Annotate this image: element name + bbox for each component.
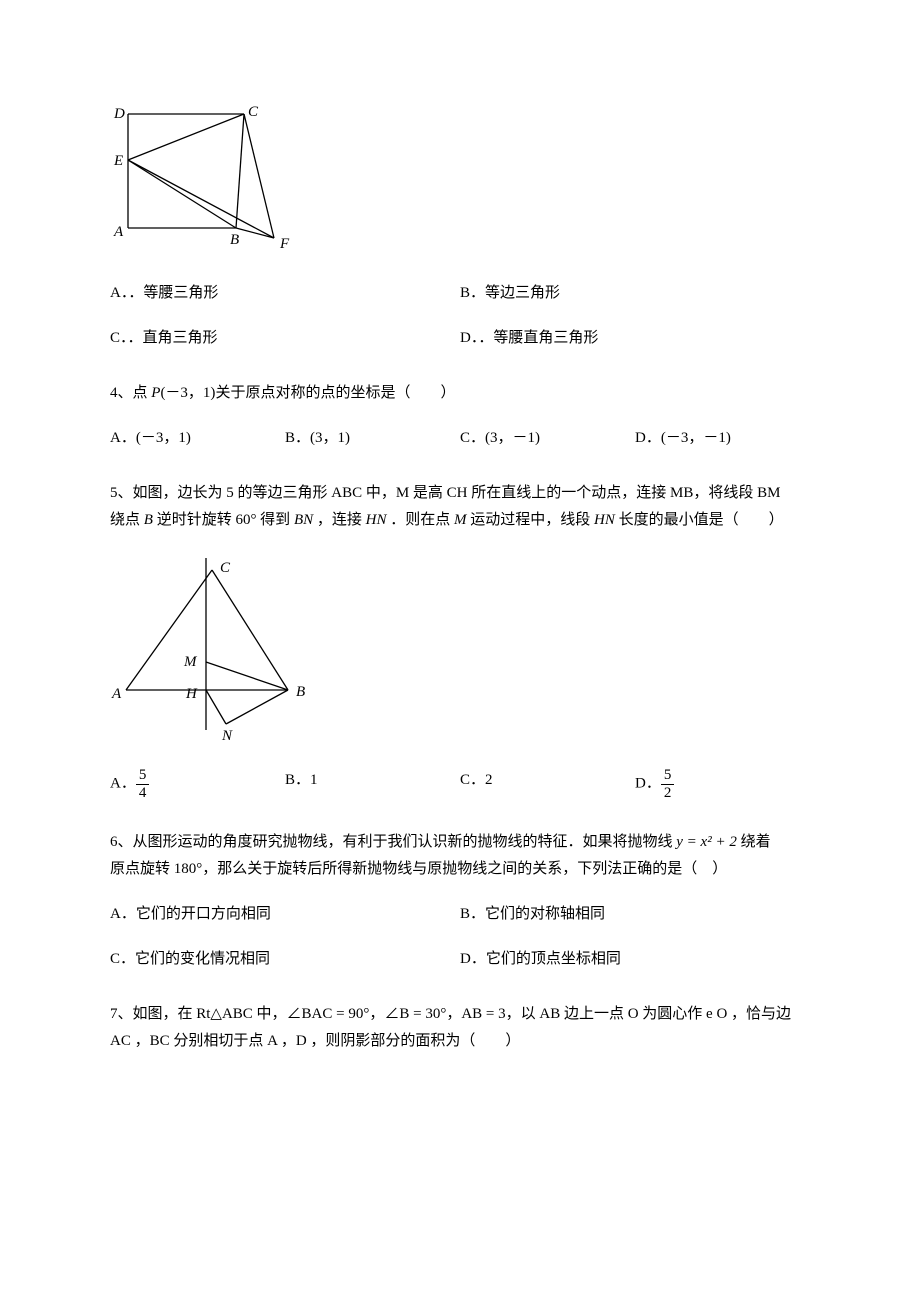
q5-l2-m2: ，连接 (313, 512, 366, 528)
q4-option-c: C．(3，－1) (460, 425, 635, 452)
q6-formula: y = x² + 2 (676, 834, 737, 850)
q5-l2-hn: HN (366, 512, 387, 528)
q5-svg: C A B HM N (110, 552, 310, 747)
svg-text:M: M (183, 654, 198, 670)
q5-a-num: 5 (136, 767, 150, 785)
svg-text:H: H (185, 686, 198, 702)
q6-option-c: C．它们的变化情况相同 (110, 946, 460, 973)
q5-d-den: 2 (661, 785, 675, 802)
q5-diagram: C A B HM N (110, 552, 810, 747)
svg-text:A: A (111, 686, 122, 702)
q6-line1: 6、从图形运动的角度研究抛物线，有利于我们认识新的抛物线的特征．如果将抛物线 y… (110, 829, 810, 856)
q4-block: 4、点 P(－3，1)关于原点对称的点的坐标是（ ） A．(－3，1) B．(3… (110, 380, 810, 452)
q3-option-a: A．．等腰三角形 (110, 280, 460, 307)
q6-option-d: D．它们的顶点坐标相同 (460, 946, 810, 973)
q7-block: 7、如图，在 Rt△ABC 中，∠BAC = 90°，∠B = 30°，AB =… (110, 1001, 810, 1055)
q4-stem: 4、点 P(－3，1)关于原点对称的点的坐标是（ ） (110, 380, 810, 407)
q7-stem: 7、如图，在 Rt△ABC 中，∠BAC = 90°，∠B = 30°，AB =… (110, 1001, 810, 1055)
q7-line2: AC ，BC 分别相切于点 A ，D ，则阴影部分的面积为（ ） (110, 1028, 810, 1055)
q5-l2-pre: 绕点 (110, 512, 144, 528)
q4-coords: (－3，1) (160, 385, 215, 401)
q6-line2: 原点旋转 180°，那么关于旋转后所得新抛物线与原抛物线之间的关系，下列法正确的… (110, 856, 810, 883)
q6-block: 6、从图形运动的角度研究抛物线，有利于我们认识新的抛物线的特征．如果将抛物线 y… (110, 829, 810, 973)
q5-a-den: 4 (136, 785, 150, 802)
q5-option-b: B．1 (285, 767, 460, 801)
svg-text:E: E (113, 153, 123, 169)
q6-stem: 6、从图形运动的角度研究抛物线，有利于我们认识新的抛物线的特征．如果将抛物线 y… (110, 829, 810, 883)
q4-stem-pre: 4、点 (110, 385, 151, 401)
q5-option-d: D．52 (635, 767, 810, 801)
svg-text:B: B (230, 232, 239, 248)
q3-diagram: D C E A B F (110, 100, 810, 260)
q3-option-d: D．．等腰直角三角形 (460, 325, 810, 352)
svg-text:D: D (113, 106, 125, 122)
q6-l1-pre: 6、从图形运动的角度研究抛物线，有利于我们认识新的抛物线的特征．如果将抛物线 (110, 834, 676, 850)
q5-a-frac: 54 (136, 767, 150, 801)
q5-d-num: 5 (661, 767, 675, 785)
q5-line2: 绕点 B 逆时针旋转 60° 得到 BN ，连接 HN ．则在点 M 运动过程中… (110, 507, 810, 534)
q5-stem: 5、如图，边长为 5 的等边三角形 ABC 中，M 是高 CH 所在直线上的一个… (110, 480, 810, 534)
svg-text:A: A (113, 224, 124, 240)
q5-l2-hn2: HN (594, 512, 615, 528)
q4-option-d: D．(－3，－1) (635, 425, 810, 452)
q4-stem-post: 关于原点对称的点的坐标是（ ） (215, 385, 455, 401)
q5-option-a: A．54 (110, 767, 285, 801)
q4-option-b: B．(3，1) (285, 425, 460, 452)
q5-l2-m1: 逆时针旋转 60° 得到 (153, 512, 294, 528)
q3-svg: D C E A B F (110, 100, 300, 260)
q5-block: 5、如图，边长为 5 的等边三角形 ABC 中，M 是高 CH 所在直线上的一个… (110, 480, 810, 801)
q6-l1-post: 绕着 (737, 834, 771, 850)
svg-text:C: C (220, 560, 231, 576)
q5-l2-bn: BN (294, 512, 313, 528)
svg-text:C: C (248, 104, 259, 120)
q3-option-c: C．．直角三角形 (110, 325, 460, 352)
q5-d-pre: D． (635, 775, 661, 791)
q5-l2-post: 长度的最小值是（ ） (615, 512, 784, 528)
q5-l2-m4: 运动过程中，线段 (466, 512, 594, 528)
svg-text:B: B (296, 684, 305, 700)
svg-text:F: F (279, 236, 290, 252)
q7-line1: 7、如图，在 Rt△ABC 中，∠BAC = 90°，∠B = 30°，AB =… (110, 1001, 810, 1028)
q3-options: A．．等腰三角形 B．等边三角形 C．．直角三角形 D．．等腰直角三角形 (110, 280, 810, 352)
q5-l2-b: B (144, 512, 153, 528)
q5-a-pre: A． (110, 775, 136, 791)
q5-l2-m: M (454, 512, 467, 528)
q3-option-b: B．等边三角形 (460, 280, 810, 307)
q5-option-c: C．2 (460, 767, 635, 801)
q6-option-b: B．它们的对称轴相同 (460, 901, 810, 928)
q5-l2-m3: ．则在点 (386, 512, 454, 528)
q6-option-a: A．它们的开口方向相同 (110, 901, 460, 928)
q5-d-frac: 52 (661, 767, 675, 801)
svg-text:N: N (221, 728, 233, 744)
q5-line1: 5、如图，边长为 5 的等边三角形 ABC 中，M 是高 CH 所在直线上的一个… (110, 480, 810, 507)
q4-option-a: A．(－3，1) (110, 425, 285, 452)
